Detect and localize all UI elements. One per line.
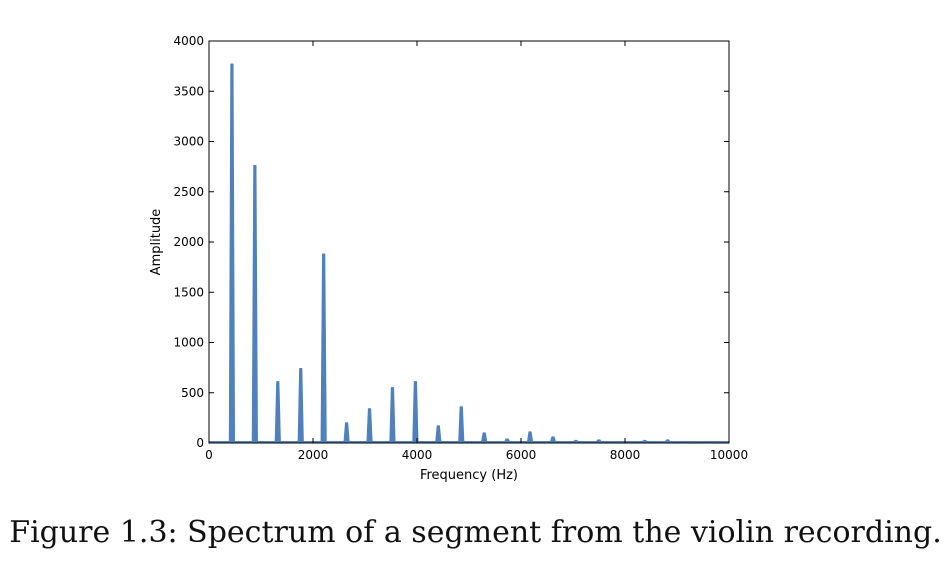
x-tick-label: 0 [205,448,213,462]
spectrum-chart: 0 2000 4000 6000 8000 10000 0 500 1000 1500 2000 25… [149,34,748,483]
spectrum-peak-16 [572,439,580,443]
spectrum-peak-3 [274,381,281,443]
y-tick-label: 2000 [173,235,204,249]
spectrum-peak-10 [435,425,442,443]
x-tick-label: 4000 [402,448,433,462]
y-tick-label: 0 [196,436,204,450]
spectrum-peak-8 [389,387,396,443]
spectrum-peak-12 [481,432,488,443]
spectrum-peak-7 [366,408,373,443]
spectrum-peak-17 [595,439,602,443]
spectrum-peak-20 [664,439,671,443]
x-tick-label: 2000 [298,448,329,462]
y-tick-label: 4000 [173,34,204,48]
plot-frame [208,40,730,444]
axes: 0 2000 4000 6000 8000 10000 0 500 1000 1500 2000 25… [173,34,748,462]
figure-caption: Figure 1.3: Spectrum of a segment from t… [9,515,942,550]
plot-area [209,63,729,444]
spectrum-peak-9 [412,381,419,443]
x-tick-label: 8000 [610,448,641,462]
x-tick-label: 10000 [710,448,748,462]
spectrum-peak-19 [641,439,648,443]
spectrum-peak-6 [343,422,350,443]
y-tick-label: 3000 [173,135,204,149]
y-tick-label: 3500 [173,84,204,98]
y-tick-label: 2500 [173,185,204,199]
spectrum-peak-13 [504,438,511,443]
spectrum-peak-14 [526,431,534,443]
y-axis-label: Amplitude [149,209,164,276]
spectrum-peak-4 [297,368,304,443]
y-tick-label: 1000 [173,336,204,350]
y-tick-label: 500 [181,386,204,400]
spectrum-peak-5 [320,253,327,443]
spectrum-peak-2 [251,165,258,443]
x-axis-label: Frequency (Hz) [420,468,518,483]
spectrum-peak-15 [549,436,557,443]
x-tick-label: 6000 [506,448,537,462]
spectrum-peak-11 [458,406,465,443]
spectrum-peak-1 [228,63,236,443]
y-tick-label: 1500 [173,285,204,299]
